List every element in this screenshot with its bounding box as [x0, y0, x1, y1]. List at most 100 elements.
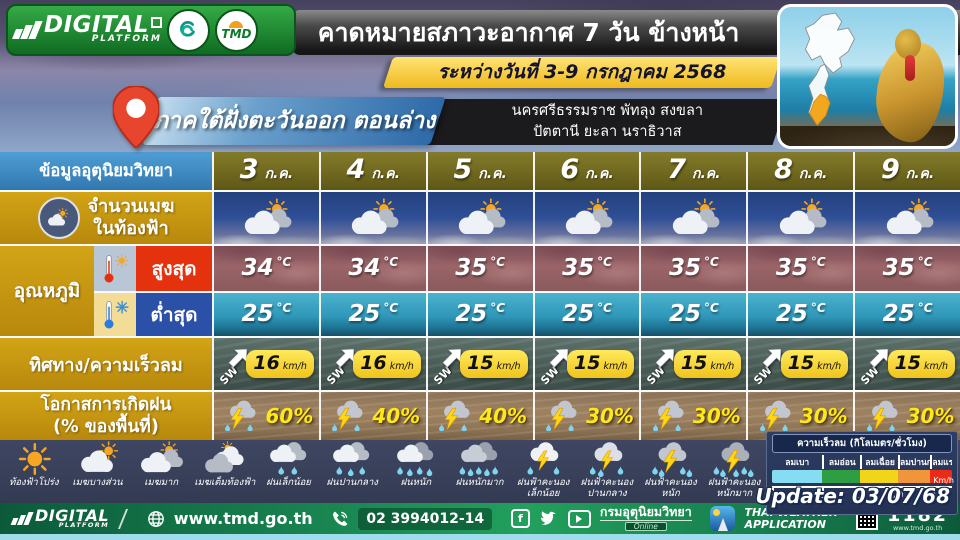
cloudy-icon [672, 198, 720, 235]
region-banner: ภาคใต้ฝั่งตะวันออก ตอนล่าง [142, 97, 446, 145]
legend-item: ฝนหนักมาก [448, 441, 512, 502]
thunderstorm-icon [332, 400, 363, 431]
province-list: นครศรีธรรมราช พัทลุง สงขลา ปัตตานี ยะลา … [426, 99, 788, 145]
thunderstorm-icon [546, 400, 577, 431]
update-date: Update: 03/07/68 [755, 484, 950, 508]
bottom-strip [0, 534, 960, 540]
cloud-cell [425, 192, 533, 244]
day-column-header: 5 ก.ค. [425, 152, 533, 190]
max-temp-cell: 35 °C [532, 246, 640, 291]
digital-platform-bars-icon [10, 511, 34, 525]
footer-digital-platform-logo: DIGITAL PLATFORM [10, 508, 109, 528]
brand-line2: PLATFORM [91, 33, 162, 44]
globe-icon [147, 510, 164, 527]
wind-cell: SW 16 km/h [212, 338, 319, 390]
legend-item: เมฆเต็มท้องฟ้า [193, 441, 257, 502]
wind-row: ทิศทาง/ความเร็วลม SW 16 km/h SW 16 km/h SW 15… [0, 336, 960, 390]
cloud-cell [532, 192, 640, 244]
min-temp-cell: 25 °C [532, 293, 640, 336]
min-temp-cell: 25 °C [318, 293, 426, 336]
wind-row-label: ทิศทาง/ความเร็วลม [0, 338, 212, 390]
max-temp-cell: 35 °C [746, 246, 854, 291]
digital-economy-logo [166, 8, 210, 52]
day-column-header: 4 ก.ค. [318, 152, 426, 190]
brand-square-icon [150, 17, 162, 29]
rain-cell: 40% [318, 392, 426, 440]
legend-item: ฝนฟ้าคะนอง หนัก [639, 441, 703, 502]
twitter-icon [540, 511, 556, 525]
cloud-cell [853, 192, 960, 244]
mermaid-statue-head [895, 29, 921, 59]
province-line2: ปัตตานี ยะลา นราธิวาส [533, 124, 682, 140]
facebook-icon: f [510, 509, 530, 528]
province-line1: นครศรีธรรมราช พัทลุง สงขลา [511, 103, 703, 119]
thunderstorm-icon [225, 400, 256, 431]
cloud-cell [212, 192, 319, 244]
min-temp-row: 25 °C 25 °C 25 °C 25 °C 25 °C 25 °C 25 °C [212, 291, 960, 336]
wind-speed-color-scale [772, 470, 952, 483]
legend-item: ฝนหนัก [384, 441, 448, 502]
wind-cell: SW 15 km/h [425, 338, 533, 390]
rain-cell: 40% [425, 392, 533, 440]
wind-cat-label: ลมอ่อน [822, 455, 860, 469]
max-temp-cell: 35 °C [853, 246, 960, 291]
legend-item: ฝนปานกลาง [320, 441, 384, 502]
heavy-thunderstorm-icon [651, 442, 692, 477]
cloud-cell [639, 192, 747, 244]
tmd-sun-arc-icon [229, 20, 244, 28]
tmd-logo-text: TMD [221, 26, 252, 41]
wind-cell: SW 15 km/h [532, 338, 640, 390]
min-temp-cell: 25 °C [853, 293, 960, 336]
thunderstorm-icon [652, 400, 684, 431]
thunderstorm-icon [439, 400, 470, 431]
wind-cat-label: ลมเฉื่อย [860, 455, 898, 469]
wind-cell: SW 15 km/h [639, 338, 747, 390]
max-temp-row: 34 °C 34 °C 35 °C 35 °C 35 °C 35 °C 35 °C [212, 246, 960, 291]
very-heavy-rain-icon [459, 442, 498, 477]
max-temp-label: สูงสุด [136, 246, 212, 291]
wind-cat-label: ลมเบา [785, 458, 810, 468]
legend-item: ฝนฟ้าคะนอง ปานกลาง [575, 441, 639, 502]
website-link: www.tmd.go.th [173, 509, 313, 528]
legend-item: ท้องฟ้าโปร่ง [2, 441, 66, 502]
max-temp-thermometer-icon [94, 246, 136, 291]
cloudy-icon [458, 198, 506, 235]
rain-cell: 30% [639, 392, 747, 440]
cloud-row-label: จำนวนเมฆ ในท้องฟ้า [0, 192, 212, 244]
max-temp-cell: 35 °C [425, 246, 533, 291]
rain-cell: 30% [532, 392, 640, 440]
day-column-header: 6 ก.ค. [532, 152, 640, 190]
cloud-row: จำนวนเมฆ ในท้องฟ้า [0, 190, 960, 244]
cloudy-icon [141, 441, 184, 473]
phone-number: 02 3994012-14 [358, 507, 493, 530]
divider [118, 508, 129, 529]
date-range-banner: ระหว่างวันที่ 3-9 กรกฎาคม 2568 [382, 57, 782, 88]
cloudy-icon [886, 198, 933, 235]
cloudy-icon [779, 198, 827, 235]
max-temp-cell: 35 °C [639, 246, 747, 291]
thunderstorm-icon [866, 400, 898, 431]
cloudy-icon [565, 198, 613, 235]
min-temp-cell: 25 °C [639, 293, 747, 336]
thai-weather-app-icon [710, 506, 736, 531]
legend-item: เมฆมาก [129, 441, 193, 502]
wind-cell: SW 15 km/h [853, 338, 960, 390]
wind-cat-label: ลมแรง [930, 455, 952, 469]
legend-item: เมฆบางส่วน [66, 441, 130, 502]
phone-icon [332, 510, 349, 527]
department-label: กรมอุตุนิยมวิทยา Online [599, 504, 692, 531]
location-pin-icon [112, 86, 160, 148]
corner-header: ข้อมูลอุตุนิยมวิทยา [0, 152, 212, 190]
legend-item: ฝนฟ้าคะนอง เล็กน้อย [511, 441, 575, 502]
wind-speed-legend: ความเร็วลม (กิโลเมตร/ชั่วโมง) ลมเบา ลมอ่… [766, 431, 958, 515]
wind-cell: SW 15 km/h [746, 338, 854, 390]
cloudy-icon [352, 198, 399, 235]
highlighted-region-south [809, 93, 831, 126]
digital-platform-logo: DIGITAL PLATFORM TMD [6, 4, 296, 56]
day-column-header: 3 ก.ค. [212, 152, 319, 190]
min-temp-thermometer-icon [94, 293, 136, 336]
online-badge: Online [624, 521, 667, 531]
cloud-cell [746, 192, 854, 244]
